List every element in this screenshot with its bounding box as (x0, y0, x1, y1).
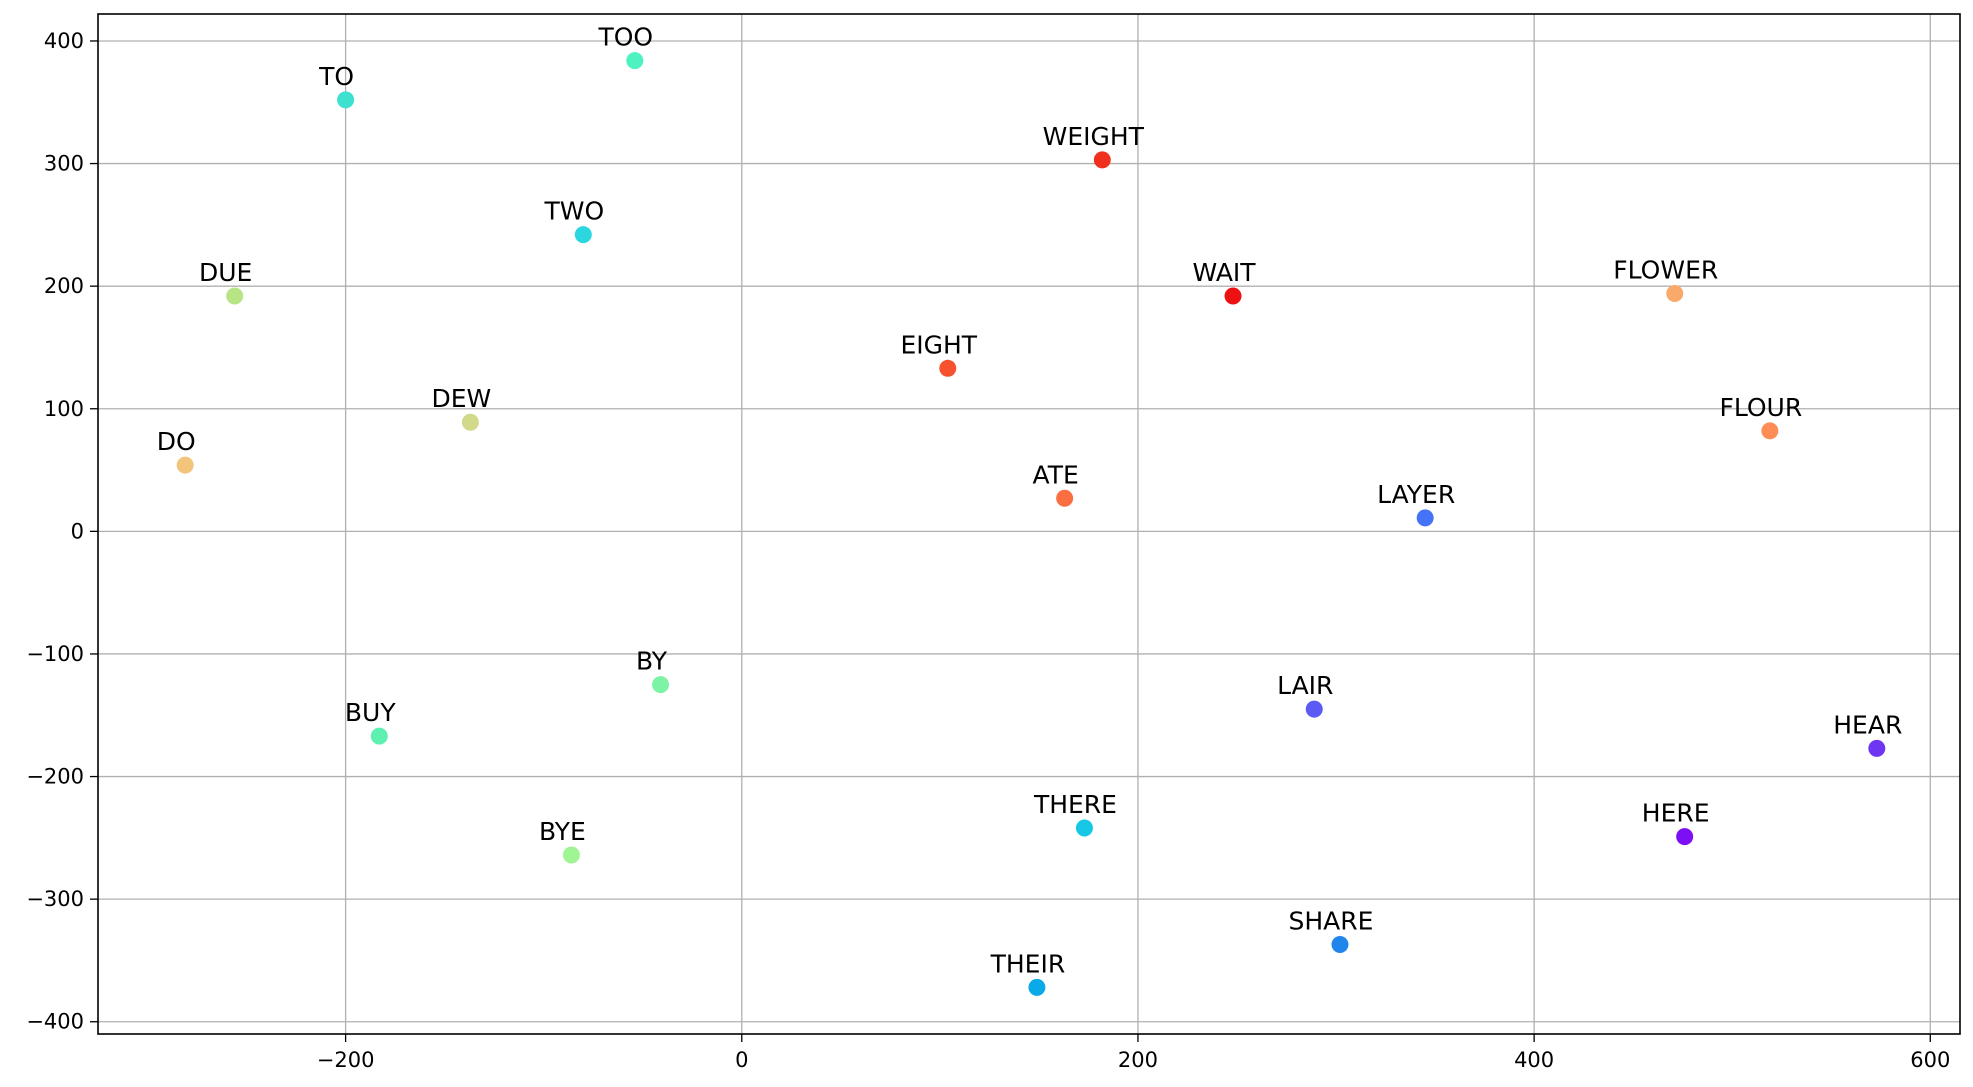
x-tick-label: 400 (1514, 1048, 1554, 1072)
point-label-due: DUE (199, 258, 252, 287)
point-label-bye: BYE (539, 817, 586, 846)
point-label-share: SHARE (1289, 907, 1374, 936)
point-wait (1224, 287, 1242, 305)
point-flower (1666, 285, 1684, 303)
point-due (226, 287, 244, 305)
y-tick-label: 200 (44, 274, 84, 298)
point-label-flour: FLOUR (1719, 393, 1802, 422)
axis-ticks: −200 0 200 400 600 −400 −300 −200 −100 0 100 200 300… (26, 29, 1950, 1072)
point-to (337, 91, 355, 109)
point-weight (1093, 151, 1111, 169)
point-lair (1305, 700, 1323, 718)
point-label-to: TO (318, 62, 354, 91)
point-label-here: HERE (1642, 799, 1710, 828)
point-label-hear: HEAR (1833, 710, 1902, 739)
point-label-layer: LAYER (1377, 480, 1455, 509)
point-label-too: TOO (597, 23, 653, 52)
point-label-eight: EIGHT (900, 330, 977, 359)
point-ate (1056, 489, 1074, 507)
point-share (1331, 936, 1349, 954)
point-label-wait: WAIT (1192, 258, 1256, 287)
y-tick-label: 400 (44, 29, 84, 53)
point-there (1075, 819, 1093, 837)
x-tick-label: 0 (735, 1048, 748, 1072)
x-tick-label: −200 (317, 1048, 375, 1072)
point-dew (461, 413, 479, 431)
point-label-by: BY (636, 647, 668, 676)
y-tick-label: −100 (26, 642, 84, 666)
point-two (574, 226, 592, 244)
y-tick-label: −300 (26, 887, 84, 911)
point-hear (1868, 739, 1886, 757)
point-label-there: THERE (1033, 790, 1117, 819)
point-bye (562, 846, 580, 864)
point-flour (1761, 422, 1779, 440)
point-label-flower: FLOWER (1613, 256, 1718, 285)
point-label-buy: BUY (345, 698, 396, 727)
point-label-lair: LAIR (1277, 671, 1333, 700)
point-do (176, 456, 194, 474)
point-label-do: DO (157, 427, 196, 456)
y-tick-label: −200 (26, 765, 84, 789)
y-tick-label: −400 (26, 1010, 84, 1034)
grid (98, 14, 1960, 1034)
point-label-two: TWO (543, 197, 604, 226)
point-by (652, 676, 670, 694)
data-points: TOO TO WEIGHT TWO DUE WAIT FLOWER EIGHT DEW FLOUR… (157, 23, 1902, 996)
point-too (626, 52, 644, 70)
point-label-weight: WEIGHT (1043, 122, 1145, 151)
y-tick-label: 300 (44, 152, 84, 176)
point-their (1028, 978, 1046, 996)
x-tick-label: 200 (1118, 1048, 1158, 1072)
x-tick-label: 600 (1910, 1048, 1950, 1072)
point-here (1676, 828, 1694, 846)
point-label-ate: ATE (1033, 460, 1079, 489)
point-buy (370, 727, 388, 745)
plot-area-frame (97, 13, 1961, 1035)
point-label-their: THEIR (990, 949, 1066, 978)
y-tick-label: 100 (44, 397, 84, 421)
point-label-dew: DEW (432, 384, 492, 413)
y-tick-label: 0 (71, 519, 84, 543)
point-eight (939, 359, 957, 377)
point-layer (1416, 509, 1434, 527)
